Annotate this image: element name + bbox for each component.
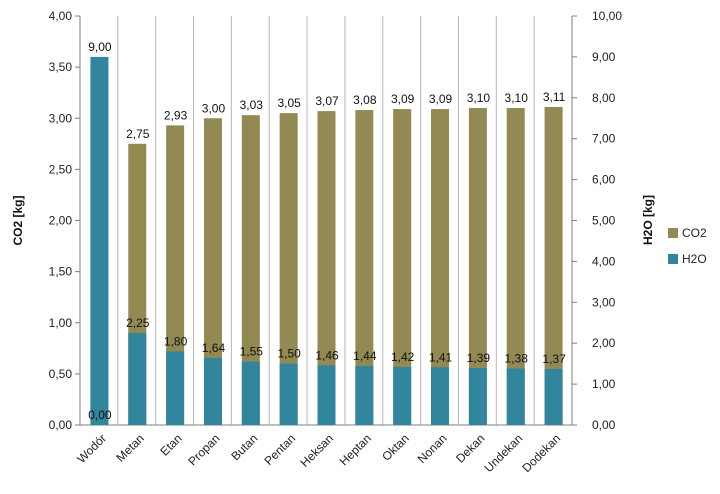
bar-h2o xyxy=(317,365,336,425)
left-tick-label: 4,00 xyxy=(49,9,73,23)
data-label-co2: 0,00 xyxy=(88,408,112,422)
bar-co2 xyxy=(241,115,260,426)
data-label-h2o: 1,44 xyxy=(353,349,377,363)
bar-h2o xyxy=(90,56,109,426)
bar-co2 xyxy=(468,108,487,426)
category-label: Dekan xyxy=(453,431,487,465)
legend-swatch-h2o xyxy=(668,254,678,264)
bar-co2 xyxy=(431,109,450,426)
right-tick-label: 2,00 xyxy=(592,336,616,350)
data-label-co2: 3,03 xyxy=(240,98,264,112)
bar-h2o xyxy=(279,363,298,425)
data-label-co2: 3,08 xyxy=(353,93,377,107)
bar-co2 xyxy=(544,107,563,425)
data-label-co2: 3,10 xyxy=(505,91,529,105)
y-axis-title: CO2 [kg] xyxy=(11,195,25,245)
category-label: Butan xyxy=(228,431,260,463)
right-tick-label: 8,00 xyxy=(592,91,616,105)
data-label-h2o: 1,38 xyxy=(505,352,529,366)
bar-co2 xyxy=(393,109,412,426)
data-label-co2: 2,93 xyxy=(164,108,188,122)
data-label-co2: 3,07 xyxy=(315,94,339,108)
right-tick-label: 9,00 xyxy=(592,50,616,64)
category-label: Oktan xyxy=(379,431,412,464)
data-label-h2o: 1,64 xyxy=(202,341,226,355)
bar-co2 xyxy=(355,110,374,425)
left-tick-label: 1,00 xyxy=(49,316,73,330)
bar-h2o xyxy=(355,366,374,425)
data-label-co2: 3,09 xyxy=(429,92,453,106)
left-tick-label: 3,00 xyxy=(49,111,73,125)
data-label-h2o: 2,25 xyxy=(126,316,150,330)
category-label: Pentan xyxy=(261,431,298,468)
left-tick-label: 1,50 xyxy=(49,265,73,279)
data-label-co2: 3,00 xyxy=(202,101,226,115)
bar-h2o xyxy=(544,368,563,425)
left-tick-label: 3,50 xyxy=(49,60,73,74)
legend-swatch-co2 xyxy=(668,228,678,238)
left-tick-label: 2,00 xyxy=(49,214,73,228)
data-label-co2: 3,10 xyxy=(467,91,491,105)
bar-co2 xyxy=(279,113,298,425)
category-label: Heptan xyxy=(337,431,374,468)
bar-h2o xyxy=(468,368,487,425)
data-label-h2o: 1,41 xyxy=(429,350,453,364)
data-label-h2o: 1,55 xyxy=(240,345,264,359)
data-label-h2o: 1,39 xyxy=(467,351,491,365)
right-tick-label: 4,00 xyxy=(592,254,616,268)
right-tick-label: 7,00 xyxy=(592,132,616,146)
right-tick-label: 6,00 xyxy=(592,173,616,187)
left-tick-label: 0,50 xyxy=(49,367,73,381)
category-label: Heksan xyxy=(297,431,336,470)
data-label-co2: 3,11 xyxy=(543,90,566,104)
category-label: Nonan xyxy=(415,431,450,466)
data-label-h2o: 1,46 xyxy=(315,348,339,362)
bar-co2 xyxy=(203,118,222,425)
data-label-h2o: 1,42 xyxy=(391,350,415,364)
bar-h2o xyxy=(166,351,185,425)
right-tick-label: 10,00 xyxy=(592,9,622,23)
y2-axis-title: H2O [kg] xyxy=(641,195,655,245)
data-label-h2o: 1,80 xyxy=(164,334,188,348)
legend-label-co2: CO2 xyxy=(682,226,707,240)
legend-label-h2o: H2O xyxy=(682,252,707,266)
bar-h2o xyxy=(393,366,412,425)
category-label: Metan xyxy=(113,431,146,464)
bar-co2 xyxy=(506,108,525,426)
right-tick-label: 5,00 xyxy=(592,214,616,228)
right-tick-label: 3,00 xyxy=(592,295,616,309)
data-label-h2o: 1,37 xyxy=(542,352,566,366)
bar-h2o xyxy=(128,332,147,425)
category-label: Undekan xyxy=(481,431,525,475)
bar-h2o xyxy=(203,357,222,425)
right-tick-label: 0,00 xyxy=(592,418,616,432)
category-label: Etan xyxy=(157,431,184,458)
bar-co2 xyxy=(166,125,185,425)
data-label-h2o: 1,50 xyxy=(277,347,301,361)
category-label: Dodekan xyxy=(519,431,563,475)
bar-h2o xyxy=(241,361,260,425)
right-tick-label: 1,00 xyxy=(592,377,616,391)
data-label-h2o: 9,00 xyxy=(88,40,112,54)
data-label-co2: 3,09 xyxy=(391,92,415,106)
bar-h2o xyxy=(431,367,450,425)
left-tick-label: 2,50 xyxy=(49,162,73,176)
left-tick-label: 0,00 xyxy=(49,418,73,432)
data-label-co2: 3,05 xyxy=(277,96,301,110)
bar-co2 xyxy=(317,111,336,425)
bar-h2o xyxy=(506,368,525,425)
data-label-co2: 2,75 xyxy=(126,127,150,141)
category-label: Propan xyxy=(185,431,222,468)
category-label: Wodór xyxy=(74,431,109,466)
